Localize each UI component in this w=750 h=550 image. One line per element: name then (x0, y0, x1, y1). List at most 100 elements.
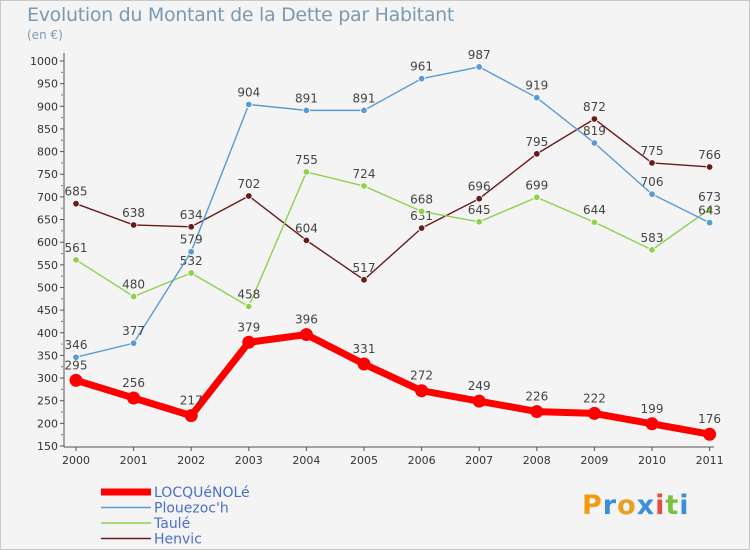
data-label: 256 (122, 376, 145, 390)
data-point (417, 74, 426, 83)
data-point (590, 218, 599, 226)
x-tick-label: 2002 (177, 454, 205, 467)
data-label: 638 (122, 206, 145, 220)
series-line (75, 171, 711, 308)
data-label: 199 (641, 402, 664, 416)
x-tick-label: 2011 (696, 454, 724, 467)
data-point (360, 182, 368, 190)
data-label: 379 (237, 320, 260, 334)
x-tick-label: 2007 (465, 454, 493, 467)
y-tick-label: 750 (37, 168, 58, 181)
y-tick-label: 300 (37, 372, 58, 385)
y-tick-label: 400 (37, 327, 58, 340)
y-tick-label: 900 (37, 100, 58, 113)
data-label: 583 (641, 231, 664, 245)
data-point (590, 115, 599, 123)
data-point (705, 163, 714, 171)
data-label: 696 (468, 180, 491, 194)
x-tick-label: 2000 (62, 454, 90, 467)
data-label: 217 (180, 394, 203, 408)
data-point (587, 406, 601, 420)
data-label: 346 (65, 338, 88, 352)
data-label: 226 (525, 390, 548, 404)
data-point (127, 391, 141, 405)
chart-title: Evolution du Montant de la Dette par Hab… (27, 4, 455, 26)
data-label: 532 (180, 254, 203, 268)
data-label: 377 (122, 324, 145, 338)
y-tick-label: 550 (37, 259, 58, 272)
data-point (475, 63, 483, 71)
data-label: 249 (468, 379, 491, 393)
data-point (590, 139, 599, 147)
y-tick-label: 250 (37, 395, 58, 408)
data-point (242, 335, 256, 349)
data-point (705, 218, 714, 227)
logo-letter: i (679, 490, 690, 521)
series-line (72, 331, 714, 438)
data-label: 604 (295, 221, 318, 235)
data-point (648, 190, 656, 198)
data-point (415, 384, 429, 398)
data-label: 480 (122, 278, 145, 292)
data-label: 331 (353, 342, 376, 356)
y-tick-label: 800 (37, 146, 58, 159)
x-tick-label: 2001 (120, 454, 148, 467)
data-label: 517 (353, 261, 376, 275)
data-label: 272 (410, 369, 433, 383)
data-label: 634 (180, 208, 203, 222)
data-point (357, 357, 371, 371)
data-label: 706 (641, 175, 664, 189)
y-tick-label: 450 (37, 304, 58, 317)
data-label: 755 (295, 153, 318, 167)
data-label: 724 (353, 167, 376, 181)
data-point (302, 236, 311, 245)
data-point (475, 218, 483, 226)
data-label: 987 (468, 48, 491, 62)
data-point (72, 256, 80, 264)
data-label: 561 (65, 241, 88, 255)
y-tick-label: 700 (37, 191, 58, 204)
data-label: 891 (295, 91, 318, 105)
data-label: 668 (410, 192, 433, 206)
data-label: 396 (295, 313, 318, 327)
y-tick-label: 500 (37, 281, 58, 294)
data-point (533, 193, 541, 202)
data-point (129, 339, 138, 347)
data-label: 766 (698, 148, 721, 162)
chart-subtitle: (en €) (27, 28, 63, 42)
x-tick-label: 2009 (580, 454, 608, 467)
x-tick-label: 2004 (292, 454, 320, 467)
data-point (187, 247, 195, 256)
data-label: 872 (583, 100, 606, 114)
data-label: 295 (65, 358, 88, 372)
legend-label: Plouezoc'h (154, 501, 229, 517)
data-point (129, 221, 138, 229)
logo-letter: P (582, 490, 603, 521)
data-point (530, 405, 544, 419)
data-point (245, 192, 253, 200)
data-point (703, 427, 717, 441)
x-tick-label: 2008 (523, 454, 551, 467)
data-label: 176 (698, 412, 721, 426)
data-point (648, 159, 656, 167)
y-tick-label: 200 (37, 417, 58, 430)
data-label: 795 (525, 135, 548, 149)
data-point (705, 205, 714, 213)
data-label: 819 (583, 124, 606, 138)
y-tick-label: 350 (37, 349, 58, 362)
x-tick-label: 2003 (235, 454, 263, 467)
data-label: 891 (353, 91, 376, 105)
data-label: 919 (525, 79, 548, 93)
series-line (75, 118, 711, 281)
data-point (533, 150, 541, 158)
data-point (472, 394, 486, 408)
data-point (645, 417, 659, 431)
y-tick-label: 850 (37, 123, 58, 136)
data-point (245, 100, 253, 109)
data-point (299, 328, 313, 342)
legend-label: Henvic (154, 532, 202, 548)
logo-letter: r (602, 490, 618, 521)
data-point (187, 269, 195, 277)
proxiti-logo: Proxiti (582, 490, 690, 521)
